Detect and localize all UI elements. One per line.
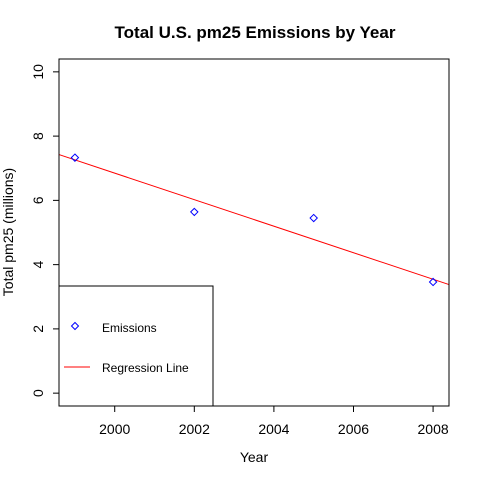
x-tick-label-2008: 2008 bbox=[418, 421, 449, 437]
y-tick-label-2: 2 bbox=[30, 325, 46, 333]
x-axis: 2000 2002 2004 2006 2008 bbox=[99, 406, 449, 437]
x-tick-label-2000: 2000 bbox=[99, 421, 130, 437]
legend-box bbox=[58, 285, 214, 407]
y-tick-label-4: 4 bbox=[30, 261, 46, 269]
legend-label-regression: Regression Line bbox=[102, 361, 189, 375]
legend-diamond-icon bbox=[70, 321, 80, 331]
data-point-2002 bbox=[189, 207, 199, 217]
legend-label-emissions: Emissions bbox=[102, 321, 157, 335]
x-tick-label-2004: 2004 bbox=[258, 421, 289, 437]
y-axis-label: Total pm25 (millions) bbox=[0, 168, 16, 296]
y-tick-label-10: 10 bbox=[30, 64, 46, 80]
x-tick-label-2006: 2006 bbox=[338, 421, 369, 437]
x-axis-label: Year bbox=[240, 449, 269, 465]
y-axis: 0 2 4 6 8 10 bbox=[30, 64, 59, 397]
legend: Emissions Regression Line bbox=[58, 285, 214, 407]
regression-line bbox=[58, 154, 450, 286]
data-point-1999 bbox=[70, 153, 80, 162]
plot-frame bbox=[58, 58, 450, 407]
data-point-2005 bbox=[309, 213, 319, 223]
y-tick-label-8: 8 bbox=[30, 132, 46, 140]
chart-title: Total U.S. pm25 Emissions by Year bbox=[115, 23, 396, 42]
y-tick-label-6: 6 bbox=[30, 196, 46, 204]
series-layer bbox=[58, 153, 450, 287]
y-tick-label-0: 0 bbox=[30, 389, 46, 397]
data-point-2008 bbox=[428, 277, 438, 287]
x-tick-label-2002: 2002 bbox=[179, 421, 210, 437]
